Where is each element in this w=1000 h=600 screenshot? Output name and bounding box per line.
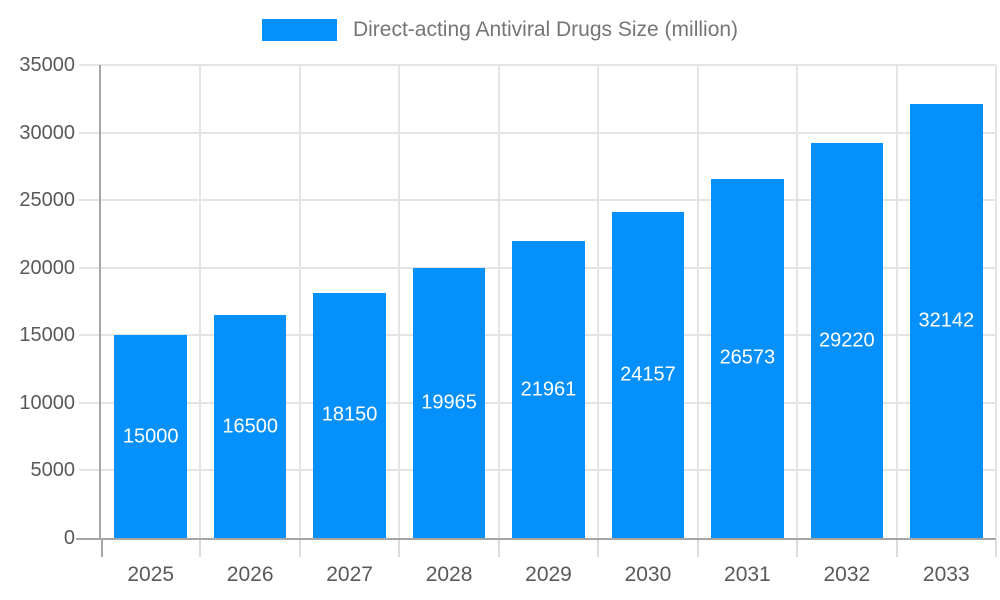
- gridline-vertical: [995, 65, 997, 538]
- x-axis-labels: 2025 2026 2027 2028 2029 2030 2031 2032 2033: [101, 560, 996, 590]
- bar-2031[interactable]: 26573: [711, 178, 784, 538]
- y-axis-tick-label: 35000: [19, 54, 75, 76]
- bar-value-label: 18150: [321, 403, 378, 426]
- x-axis-tick-label: 2032: [823, 563, 871, 586]
- y-axis-tick-label: 30000: [19, 121, 75, 144]
- x-axis-tick: [696, 540, 699, 557]
- gridline-vertical: [796, 65, 799, 538]
- bar-value-label: 16500: [222, 415, 278, 437]
- gridline-vertical: [895, 65, 898, 538]
- x-axis-tick: [995, 540, 997, 557]
- y-axis-tick-label: 5000: [30, 459, 76, 482]
- bar-2029[interactable]: 21961: [512, 241, 585, 538]
- y-axis-tick: [79, 334, 101, 337]
- y-axis-tick: [79, 401, 101, 404]
- bar-2026[interactable]: 16500: [213, 315, 287, 538]
- y-axis-line-extension: [101, 540, 103, 557]
- x-axis-tick-label: 2030: [624, 563, 672, 586]
- bar-value-label: 32142: [918, 309, 975, 332]
- y-axis-tick: [79, 469, 101, 472]
- y-axis-tick: [79, 266, 101, 269]
- gridline-vertical: [497, 65, 500, 538]
- y-axis-tick-label: 0: [63, 527, 75, 549]
- x-axis-tick: [796, 540, 799, 557]
- legend-label: Direct-acting Antiviral Drugs Size (mill…: [352, 18, 739, 41]
- x-axis-tick: [597, 540, 600, 557]
- bar-value-label: 26573: [719, 346, 776, 369]
- gridline-vertical: [597, 65, 600, 538]
- y-axis-tick: [79, 199, 101, 202]
- bar-2028[interactable]: 19965: [412, 268, 486, 538]
- bar-2032[interactable]: 29220: [810, 143, 884, 538]
- x-axis-tick: [497, 540, 500, 557]
- x-axis-tick-label: 2025: [127, 563, 175, 586]
- x-axis-line-extension: [76, 538, 101, 540]
- bar-value-label: 21961: [520, 378, 577, 401]
- plot-area: 15000 16500 18150 19965 21961 24157 26573 29220…: [99, 64, 997, 540]
- gridline-vertical: [298, 65, 301, 538]
- bar-2033[interactable]: 32142: [909, 103, 983, 538]
- gridline-horizontal: [101, 199, 996, 202]
- x-axis-tick-label: 2029: [525, 563, 572, 586]
- x-axis-tick-label: 2031: [724, 563, 771, 586]
- gridline-horizontal: [101, 64, 996, 66]
- x-axis-tick: [895, 540, 898, 557]
- gridline-vertical: [696, 65, 699, 538]
- gridline-vertical: [398, 65, 401, 538]
- y-axis-tick: [79, 64, 101, 66]
- x-axis-tick: [298, 540, 301, 557]
- y-axis-tick-label: 25000: [19, 189, 75, 212]
- bar-2025[interactable]: 15000: [114, 335, 188, 538]
- x-axis-tick-label: 2027: [326, 563, 373, 586]
- gridline-vertical: [199, 65, 202, 538]
- x-axis-ticks: [101, 540, 997, 557]
- bar-value-label: 29220: [819, 329, 875, 352]
- x-axis-tick: [398, 540, 401, 557]
- legend: Direct-acting Antiviral Drugs Size (mill…: [0, 18, 1000, 42]
- bar-value-label: 19965: [421, 391, 477, 414]
- y-axis-ticks: [79, 64, 101, 538]
- x-axis-tick-label: 2026: [226, 563, 274, 586]
- y-axis-tick-label: 15000: [19, 324, 75, 347]
- y-axis-labels: 0 5000 10000 15000 20000 25000 30000 35000: [0, 54, 88, 549]
- y-axis-tick-label: 10000: [19, 391, 75, 414]
- bar-2030[interactable]: 24157: [611, 211, 685, 538]
- x-axis-tick: [199, 540, 202, 557]
- bar-value-label: 24157: [620, 363, 676, 386]
- bar-value-label: 15000: [122, 425, 179, 448]
- gridline-horizontal: [101, 131, 996, 134]
- bar-2027[interactable]: 18150: [313, 292, 386, 538]
- legend-item[interactable]: Direct-acting Antiviral Drugs Size (mill…: [261, 18, 739, 42]
- y-axis-tick-label: 20000: [19, 256, 75, 279]
- legend-swatch-icon: [261, 19, 337, 41]
- y-axis-tick: [79, 131, 101, 134]
- x-axis-tick-label: 2033: [922, 563, 970, 586]
- x-axis-tick-label: 2028: [425, 563, 473, 586]
